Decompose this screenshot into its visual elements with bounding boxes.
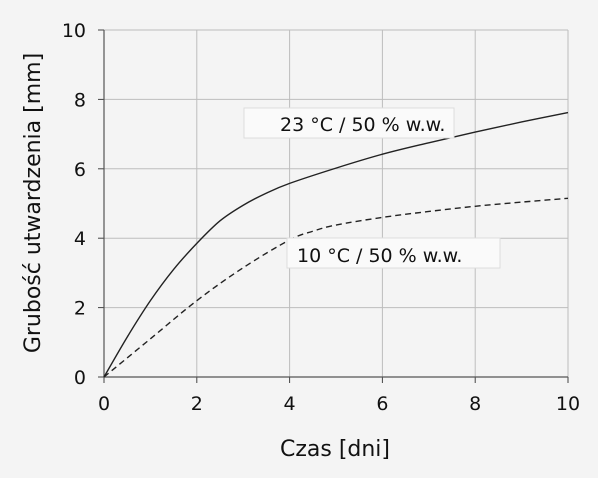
x-tick-label: 2 (191, 393, 203, 415)
series-line-10c (103, 197, 569, 378)
y-tick-label: 4 (74, 228, 86, 250)
annotation-10c: 10 °C / 50 % w.w. (286, 237, 501, 269)
x-axis-title: Czas [dni] (280, 437, 390, 462)
y-tick-label: 10 (62, 20, 86, 42)
x-tick-label: 6 (376, 393, 388, 415)
annotation-10c-box (286, 237, 501, 269)
y-tick-label: 0 (74, 367, 86, 389)
x-tick-labels: 0 2 4 6 8 10 (98, 393, 580, 415)
annotation-23c-box (243, 107, 455, 139)
y-tick-label: 2 (74, 298, 86, 320)
x-tick-label: 8 (469, 393, 481, 415)
x-tick-label: 0 (98, 393, 110, 415)
series-layer (103, 111, 569, 378)
annotation-23c-label: 23 °C / 50 % w.w. (280, 114, 445, 136)
annotation-23c: 23 °C / 50 % w.w. (243, 107, 455, 139)
annotations: 23 °C / 50 % w.w. 10 °C / 50 % w.w. (243, 107, 501, 269)
y-tick-label: 6 (74, 159, 86, 181)
series-line-23c (103, 111, 569, 378)
annotation-10c-label: 10 °C / 50 % w.w. (297, 245, 462, 267)
x-tick-label: 4 (284, 393, 296, 415)
x-tick-label: 10 (556, 393, 580, 415)
y-axis-title: Grubość utwardzenia [mm] (21, 53, 46, 353)
grid (98, 29, 569, 383)
y-tick-labels: 0 2 4 6 8 10 (62, 20, 86, 389)
y-tick-label: 8 (74, 89, 86, 111)
